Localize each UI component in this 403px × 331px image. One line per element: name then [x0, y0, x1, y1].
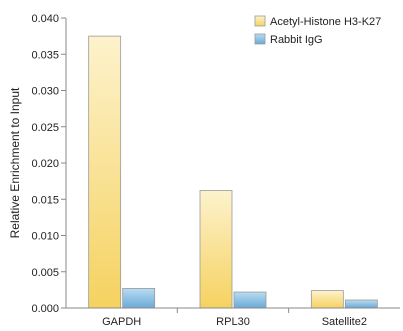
y-axis-ticks: 0.000 0.005 0.010 0.015 0.020 0.025 0.030 0.035… — [31, 13, 66, 315]
x-axis-ticks: GAPDH RPL30 Satellite2 — [102, 308, 367, 328]
bars-group — [88, 35, 378, 309]
y-tick-label: 0.015 — [31, 194, 59, 206]
y-tick-label: 0.040 — [31, 13, 59, 25]
bar-rpl30-rabbit-igg — [233, 291, 267, 309]
y-tick-label: 0.020 — [31, 158, 59, 170]
x-tick-label: RPL30 — [216, 316, 250, 328]
legend-label: Acetyl-Histone H3-K27 — [270, 16, 381, 28]
y-tick-label: 0.030 — [31, 86, 59, 98]
legend-swatch — [254, 33, 266, 45]
x-tick-label: GAPDH — [102, 316, 141, 328]
legend-swatch — [254, 15, 266, 27]
bar-gapdh-rabbit-igg — [122, 288, 156, 309]
y-tick-label: 0.010 — [31, 231, 59, 243]
bar-rpl30-acetyl-histone — [199, 190, 233, 309]
bar-gapdh-acetyl-histone — [88, 35, 122, 309]
y-tick-label: 0.035 — [31, 49, 59, 61]
y-tick-label: 0.005 — [31, 267, 59, 279]
legend: Acetyl-Histone H3-K27 Rabbit IgG — [254, 15, 381, 46]
bar-satellite2-rabbit-igg — [344, 299, 378, 309]
bar-satellite2-acetyl-histone — [310, 290, 344, 309]
legend-label: Rabbit IgG — [270, 34, 323, 46]
y-tick-label: 0.000 — [31, 303, 59, 315]
x-tick-label: Satellite2 — [322, 316, 367, 328]
y-axis-title: Relative Enrichment to Input — [8, 87, 22, 238]
y-tick-label: 0.025 — [31, 122, 59, 134]
